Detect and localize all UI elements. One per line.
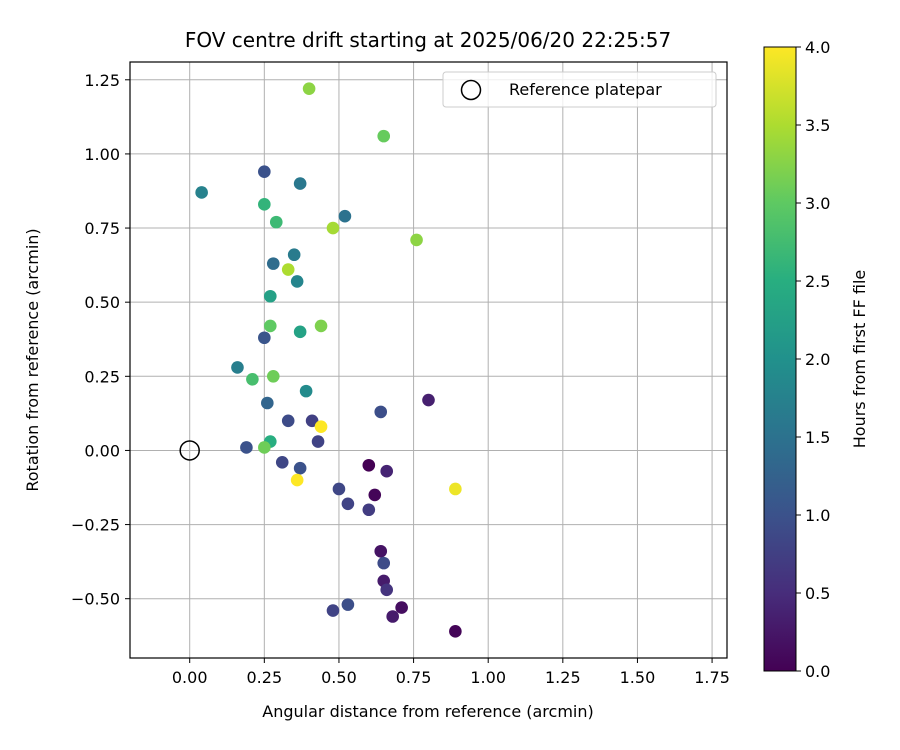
data-point xyxy=(258,441,271,454)
data-point xyxy=(290,275,304,288)
colorbar-tick-label: 1.0 xyxy=(805,506,830,525)
data-point xyxy=(449,625,462,638)
data-point xyxy=(293,177,307,190)
data-point xyxy=(258,331,271,345)
data-point xyxy=(266,370,280,383)
data-point xyxy=(302,82,316,95)
data-point xyxy=(314,319,328,333)
data-point xyxy=(380,464,394,478)
x-tick-label: 0.75 xyxy=(396,668,432,687)
x-tick-label: 1.25 xyxy=(545,668,581,687)
data-point xyxy=(314,420,328,434)
data-point xyxy=(269,215,283,229)
colorbar-tick-label: 2.0 xyxy=(805,350,830,369)
colorbar-tick-label: 0.5 xyxy=(805,584,830,603)
legend-box xyxy=(442,71,717,108)
colorbar: 0.0 0.5 1.0 1.5 2.0 2.5 3.0 3.5 4.0 Hours from f… xyxy=(763,38,869,681)
y-tick-label: −0.50 xyxy=(71,590,120,609)
data-point xyxy=(263,289,277,303)
y-tick-label: 1.00 xyxy=(84,145,120,164)
data-point xyxy=(362,458,376,472)
data-point xyxy=(332,482,346,496)
data-point xyxy=(362,503,376,517)
reference-marker-layer xyxy=(179,440,200,461)
data-point xyxy=(195,186,208,199)
data-point xyxy=(258,198,271,211)
data-point xyxy=(266,257,280,270)
legend-reference-marker xyxy=(460,79,482,101)
y-tick-label: 0.25 xyxy=(84,367,120,386)
data-point xyxy=(374,405,388,419)
data-point xyxy=(395,601,408,614)
y-tick-label: 0.75 xyxy=(84,219,120,238)
data-point xyxy=(368,488,382,502)
data-point xyxy=(275,455,289,469)
data-point xyxy=(281,414,295,428)
legend: Reference platepar xyxy=(442,71,717,108)
data-point xyxy=(341,497,355,511)
y-tick-label: 0.00 xyxy=(84,441,120,460)
data-point xyxy=(449,482,462,496)
x-tick-label: 0.25 xyxy=(247,668,283,687)
data-point xyxy=(231,361,244,374)
y-tick-label: 1.25 xyxy=(84,71,120,90)
colorbar-tick-label: 0.0 xyxy=(805,662,830,681)
data-point xyxy=(261,396,274,410)
colorbar-tick-label: 1.5 xyxy=(805,428,830,447)
x-tick-label: 1.00 xyxy=(470,668,506,687)
data-point xyxy=(246,372,259,386)
x-tick-label: 0.00 xyxy=(172,668,208,687)
data-point xyxy=(341,598,355,611)
data-point xyxy=(299,384,313,398)
x-tick-label: 1.75 xyxy=(694,668,730,687)
y-tick-label: −0.25 xyxy=(71,516,120,535)
data-point xyxy=(287,248,301,262)
colorbar-label: Hours from first FF file xyxy=(850,270,869,449)
data-point xyxy=(386,610,399,623)
data-point xyxy=(410,233,423,247)
plot-frame xyxy=(129,61,728,659)
data-point xyxy=(263,319,277,333)
scatter-points xyxy=(195,82,462,638)
y-tick-label: 0.50 xyxy=(84,293,120,312)
data-point xyxy=(311,435,325,448)
data-point xyxy=(374,544,388,558)
data-point xyxy=(380,583,394,597)
colorbar-ticks: 0.0 0.5 1.0 1.5 2.0 2.5 3.0 3.5 4.0 xyxy=(796,38,830,681)
data-point xyxy=(240,441,253,454)
y-axis-ticks: −0.50 −0.25 0.00 0.25 0.50 0.75 1.00 1.25 xyxy=(71,71,130,609)
reference-platepar-marker xyxy=(179,440,200,461)
data-point xyxy=(422,393,435,407)
chart-title: FOV centre drift starting at 2025/06/20 … xyxy=(185,28,671,52)
x-tick-label: 1.50 xyxy=(620,668,656,687)
data-point xyxy=(377,556,391,570)
data-point xyxy=(326,604,340,617)
data-point xyxy=(293,325,307,339)
data-point xyxy=(293,461,307,475)
legend-label: Reference platepar xyxy=(509,80,662,99)
data-point xyxy=(305,414,319,428)
x-axis-ticks: 0.00 0.25 0.50 0.75 1.00 1.25 1.50 1.75 xyxy=(172,658,730,687)
data-point xyxy=(338,209,352,223)
data-point xyxy=(281,263,295,276)
data-point xyxy=(290,473,304,487)
colorbar-tick-label: 2.5 xyxy=(805,272,830,291)
colorbar-tick-label: 4.0 xyxy=(805,38,830,57)
colorbar-gradient xyxy=(763,46,797,672)
data-point xyxy=(258,165,271,179)
data-point xyxy=(326,221,340,235)
colorbar-tick-label: 3.0 xyxy=(805,194,830,213)
data-point xyxy=(377,129,391,143)
grid xyxy=(130,62,727,658)
colorbar-tick-label: 3.5 xyxy=(805,116,830,135)
x-axis-label: Angular distance from reference (arcmin) xyxy=(262,702,593,721)
x-tick-label: 0.50 xyxy=(321,668,357,687)
y-axis-label: Rotation from reference (arcmin) xyxy=(23,228,42,491)
